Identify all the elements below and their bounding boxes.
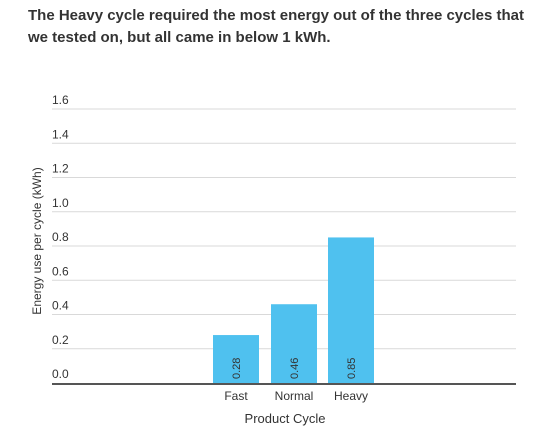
bars xyxy=(213,237,374,383)
data-labels: 0.28 0.46 0.85 xyxy=(231,358,358,379)
x-tick-label: Fast xyxy=(224,389,248,403)
chart-title: The Heavy cycle required the most energy… xyxy=(28,7,524,46)
y-tick-label: 1.4 xyxy=(52,127,69,141)
bar-fast xyxy=(213,335,259,383)
y-tick-label: 0.0 xyxy=(52,367,69,381)
bar-heavy xyxy=(328,237,374,383)
x-tick-label: Heavy xyxy=(334,389,368,403)
y-tick-label: 0.6 xyxy=(52,264,69,278)
x-axis-label: Product Cycle xyxy=(245,411,326,426)
bar-normal xyxy=(271,304,317,383)
y-tick-label: 1.6 xyxy=(52,93,69,107)
y-tick-label: 0.4 xyxy=(52,299,69,313)
y-axis-label: Energy use per cycle (kWh) xyxy=(30,167,44,314)
data-label: 0.46 xyxy=(289,358,301,379)
y-tick-label: 1.0 xyxy=(52,196,69,210)
y-tick-label: 0.8 xyxy=(52,230,69,244)
x-tick-label: Normal xyxy=(275,389,314,403)
gridlines xyxy=(52,108,516,350)
y-tick-labels: 0.0 0.2 0.4 0.6 0.8 1.0 1.2 1.4 1.6 xyxy=(52,93,69,381)
y-tick-label: 1.2 xyxy=(52,162,69,176)
data-label: 0.28 xyxy=(231,358,243,379)
data-label: 0.85 xyxy=(346,358,358,379)
y-tick-label: 0.2 xyxy=(52,333,69,347)
x-tick-labels: Fast Normal Heavy xyxy=(224,389,368,403)
